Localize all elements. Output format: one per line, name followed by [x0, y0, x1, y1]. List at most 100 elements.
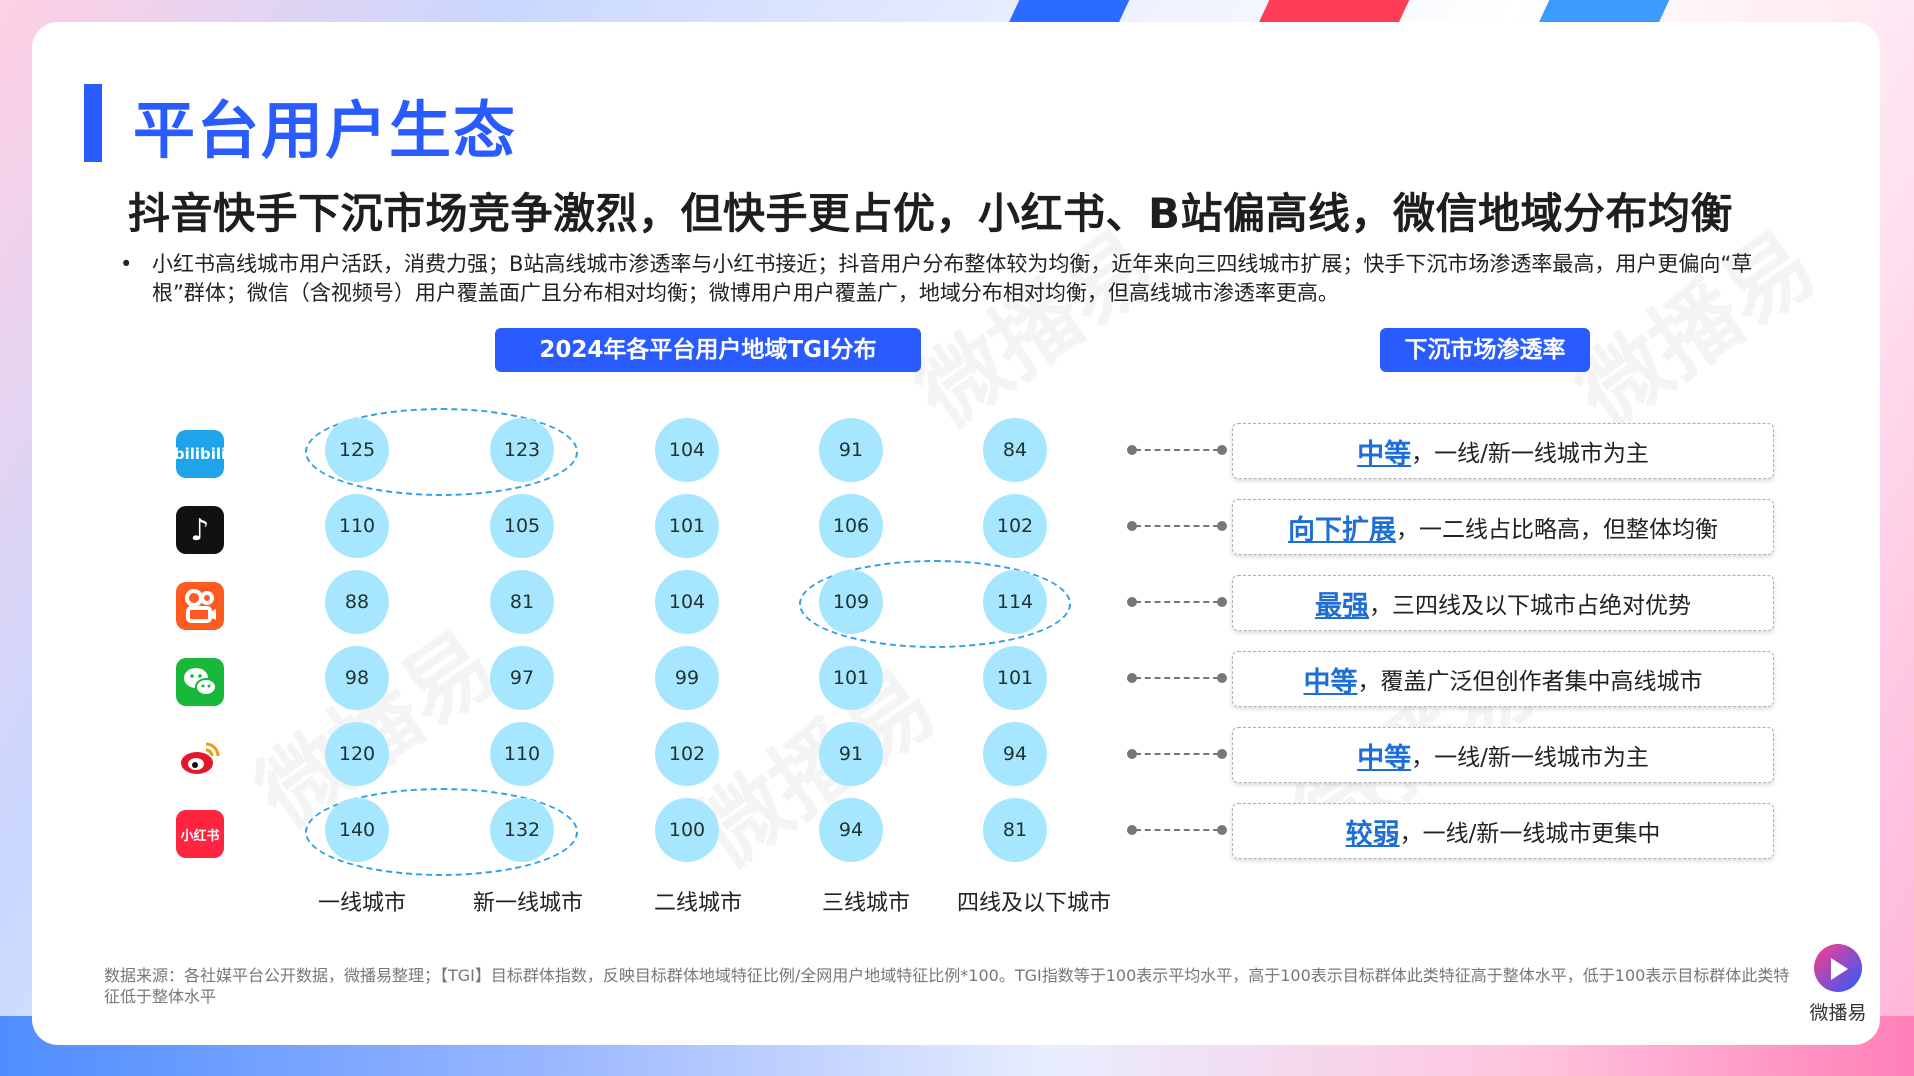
- tgi-bubble: 91: [819, 418, 883, 482]
- headline: 抖音快手下沉市场竞争激烈，但快手更占优，小红书、B站偏高线，微信地域分布均衡: [128, 189, 1734, 238]
- tgi-bubble: 102: [983, 494, 1047, 558]
- penetration-note: 向下扩展 ，一二线占比略高，但整体均衡: [1232, 499, 1774, 555]
- penetration-level: 中等: [1357, 742, 1412, 774]
- connector-line: [1127, 748, 1227, 760]
- tgi-bubble: 106: [819, 494, 883, 558]
- title-accent-bar: [84, 84, 102, 162]
- penetration-desc: ，一线/新一线城市为主: [1411, 441, 1649, 467]
- highlight-ellipse: [305, 408, 578, 496]
- tgi-bubble: 88: [325, 570, 389, 634]
- connector-dot: [1217, 749, 1227, 759]
- connector-dash: [1135, 753, 1219, 755]
- city-tier-label: 新一线城市: [472, 891, 584, 916]
- xiaohongshu-icon: 小红书: [176, 810, 224, 858]
- penetration-desc: ，一二线占比略高，但整体均衡: [1396, 517, 1718, 543]
- bullet-paragraph: • 小红书高线城市用户活跃，消费力强；B站高线城市渗透率与小红书接近；抖音用户分…: [120, 250, 1774, 308]
- footnote: 数据来源：各社媒平台公开数据，微播易整理；【TGI】目标群体指数，反映目标群体地…: [104, 966, 1790, 1006]
- penetration-note: 中等 ，一线/新一线城市为主: [1232, 423, 1774, 479]
- tgi-bubble: 100: [655, 798, 719, 862]
- xiaohongshu-icon-text: 小红书: [180, 828, 220, 844]
- penetration-desc: ，三四线及以下城市占绝对优势: [1369, 593, 1691, 619]
- connector-line: [1127, 824, 1227, 836]
- connector-dot: [1217, 597, 1227, 607]
- weiboyi-logo: 微播易: [1804, 940, 1872, 1030]
- tgi-bubble: 94: [983, 722, 1047, 786]
- penetration-note: 较弱 ，一线/新一线城市更集中: [1232, 803, 1774, 859]
- penetration-desc: ，一线/新一线城市更集中: [1399, 821, 1661, 847]
- city-tier-label: 一线城市: [317, 891, 407, 916]
- highlight-ellipse: [799, 560, 1071, 648]
- douyin-icon-glyph: ♪: [190, 512, 210, 548]
- connector-dot: [1217, 825, 1227, 835]
- connector-dot: [1127, 597, 1137, 607]
- weibo-glyph: [181, 742, 220, 774]
- penetration-level: 中等: [1357, 438, 1412, 470]
- penetration-level: 最强: [1315, 590, 1369, 622]
- highlight-ellipse: [305, 788, 578, 876]
- tgi-bubble: 101: [655, 494, 719, 558]
- connector-dot: [1127, 445, 1137, 455]
- wechat-glyph: [184, 668, 217, 696]
- penetration-desc: ，覆盖广泛但创作者集中高线城市: [1357, 669, 1703, 695]
- penetration-level: 中等: [1303, 666, 1358, 698]
- city-tier-label: 四线及以下城市: [956, 891, 1112, 916]
- connector-dash: [1135, 829, 1219, 831]
- connector-dot: [1127, 825, 1137, 835]
- tgi-bubble: 101: [983, 646, 1047, 710]
- connector-dash: [1135, 601, 1219, 603]
- tgi-bubble: 98: [325, 646, 389, 710]
- tgi-bubble: 110: [325, 494, 389, 558]
- connector-dot: [1217, 521, 1227, 531]
- penetration-level: 向下扩展: [1288, 514, 1396, 546]
- penetration-desc: ，一线/新一线城市为主: [1411, 745, 1649, 771]
- connector-dash: [1135, 525, 1219, 527]
- penetration-title-pill: 下沉市场渗透率: [1380, 328, 1590, 372]
- city-tier-label: 三线城市: [821, 891, 911, 916]
- tgi-bubble: 132: [490, 798, 554, 862]
- connector-dot: [1217, 445, 1227, 455]
- tgi-bubble: 104: [655, 570, 719, 634]
- kuaishou-glyph: [185, 589, 216, 623]
- wechat-icon: [176, 658, 224, 706]
- tgi-bubble: 91: [819, 722, 883, 786]
- penetration-level: 较弱: [1345, 818, 1400, 850]
- tgi-bubble: 81: [490, 570, 554, 634]
- connector-line: [1127, 596, 1227, 608]
- tgi-bubble: 101: [819, 646, 883, 710]
- tgi-bubble: 109: [819, 570, 883, 634]
- tgi-bubble: 97: [490, 646, 554, 710]
- chart-title-pill: 2024年各平台用户地域TGI分布: [495, 328, 921, 372]
- connector-dash: [1135, 449, 1219, 451]
- connector-dot: [1127, 521, 1137, 531]
- tgi-bubble: 105: [490, 494, 554, 558]
- page-title: 平台用户生态: [133, 94, 518, 167]
- tgi-bubble: 125: [325, 418, 389, 482]
- penetration-note: 中等 ，覆盖广泛但创作者集中高线城市: [1232, 651, 1774, 707]
- bilibili-icon: bilibili: [176, 430, 224, 478]
- penetration-note: 最强 ，三四线及以下城市占绝对优势: [1232, 575, 1774, 631]
- tgi-bubble: 81: [983, 798, 1047, 862]
- tgi-bubble: 102: [655, 722, 719, 786]
- bullet-dot-icon: •: [120, 252, 133, 276]
- connector-line: [1127, 672, 1227, 684]
- connector-dot: [1127, 749, 1137, 759]
- play-icon: [1831, 958, 1848, 980]
- connector-line: [1127, 520, 1227, 532]
- tgi-bubble: 99: [655, 646, 719, 710]
- kuaishou-icon: [176, 582, 224, 630]
- douyin-icon: ♪: [176, 506, 224, 554]
- city-tier-label: 二线城市: [653, 891, 743, 916]
- logo-text: 微播易: [1809, 1002, 1867, 1024]
- tgi-bubble: 94: [819, 798, 883, 862]
- tgi-bubble: 123: [490, 418, 554, 482]
- bilibili-icon-text: bilibili: [176, 445, 224, 463]
- tgi-bubble: 120: [325, 722, 389, 786]
- tgi-bubble: 84: [983, 418, 1047, 482]
- connector-dot: [1217, 673, 1227, 683]
- tgi-bubble: 140: [325, 798, 389, 862]
- connector-dash: [1135, 677, 1219, 679]
- penetration-note: 中等 ，一线/新一线城市为主: [1232, 727, 1774, 783]
- connector-dot: [1127, 673, 1137, 683]
- connector-line: [1127, 444, 1227, 456]
- tgi-bubble: 104: [655, 418, 719, 482]
